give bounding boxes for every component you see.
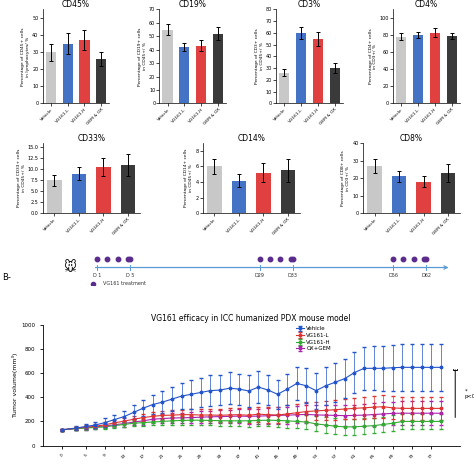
Title: CD8%: CD8% bbox=[400, 134, 423, 143]
Title: CD14%: CD14% bbox=[237, 134, 265, 143]
Text: *
p<0.01: * p<0.01 bbox=[465, 388, 474, 399]
Legend: Vehicle, VG161-L, VG161-H, OX+GEM: Vehicle, VG161-L, VG161-H, OX+GEM bbox=[296, 327, 331, 351]
Text: D62: D62 bbox=[421, 273, 431, 278]
Title: CD19%: CD19% bbox=[179, 0, 207, 9]
Y-axis label: Percentage of CD45+ cells
in lymphocytes/ %: Percentage of CD45+ cells in lymphocytes… bbox=[21, 27, 30, 86]
Bar bbox=[441, 173, 456, 213]
Text: VG161 treatment: VG161 treatment bbox=[103, 281, 146, 286]
Y-axis label: Tumor volume(mm³): Tumor volume(mm³) bbox=[12, 353, 18, 418]
Bar bbox=[207, 166, 222, 213]
Y-axis label: Percentage of CD4+ cells
in CD3+/ %: Percentage of CD4+ cells in CD3+/ % bbox=[368, 28, 377, 84]
Y-axis label: Percentage of CD3+ cells
in CD45+/ %: Percentage of CD3+ cells in CD45+/ % bbox=[255, 28, 264, 84]
Text: D56: D56 bbox=[388, 273, 398, 278]
Y-axis label: Percentage of CD19+ cells
in CD45+/ %: Percentage of CD19+ cells in CD45+/ % bbox=[138, 27, 147, 86]
Bar bbox=[80, 40, 90, 103]
Y-axis label: Percentage of CD14+ cells
in CD45+/ %: Percentage of CD14+ cells in CD45+/ % bbox=[184, 149, 193, 208]
Bar bbox=[430, 33, 440, 103]
Bar bbox=[396, 37, 406, 103]
Text: 🐭: 🐭 bbox=[63, 261, 76, 274]
Bar bbox=[232, 181, 246, 213]
Bar bbox=[416, 182, 431, 213]
Bar bbox=[179, 47, 190, 103]
Bar bbox=[296, 33, 306, 103]
Bar bbox=[213, 34, 223, 103]
Text: D29: D29 bbox=[255, 273, 264, 278]
Text: D 5: D 5 bbox=[126, 273, 135, 278]
Bar bbox=[367, 166, 382, 213]
Bar bbox=[279, 73, 290, 103]
Bar bbox=[72, 174, 86, 213]
Text: D 1: D 1 bbox=[93, 273, 101, 278]
Bar bbox=[281, 170, 295, 213]
Bar bbox=[47, 181, 62, 213]
Title: CD3%: CD3% bbox=[298, 0, 321, 9]
Bar bbox=[63, 44, 73, 103]
Title: CD33%: CD33% bbox=[77, 134, 105, 143]
Bar bbox=[196, 46, 206, 103]
Title: CD4%: CD4% bbox=[415, 0, 438, 9]
Y-axis label: Percentage of CD8+ cells
in CD3+/ %: Percentage of CD8+ cells in CD3+/ % bbox=[341, 150, 350, 206]
Bar bbox=[447, 36, 457, 103]
Bar bbox=[256, 173, 271, 213]
Bar bbox=[96, 59, 106, 103]
Bar bbox=[392, 176, 406, 213]
Bar bbox=[330, 68, 340, 103]
Bar bbox=[313, 39, 323, 103]
Text: D33: D33 bbox=[288, 273, 298, 278]
Bar bbox=[120, 165, 135, 213]
Title: CD45%: CD45% bbox=[62, 0, 90, 9]
Bar bbox=[413, 35, 423, 103]
Bar bbox=[96, 167, 111, 213]
Bar bbox=[46, 52, 56, 103]
Title: VG161 efficacy in ICC humanized PDX mouse model: VG161 efficacy in ICC humanized PDX mous… bbox=[152, 314, 351, 323]
Y-axis label: Percentage of CD33+ cells
in CD45+/ %: Percentage of CD33+ cells in CD45+/ % bbox=[17, 149, 26, 208]
Text: B-: B- bbox=[2, 273, 11, 282]
Bar bbox=[163, 29, 173, 103]
